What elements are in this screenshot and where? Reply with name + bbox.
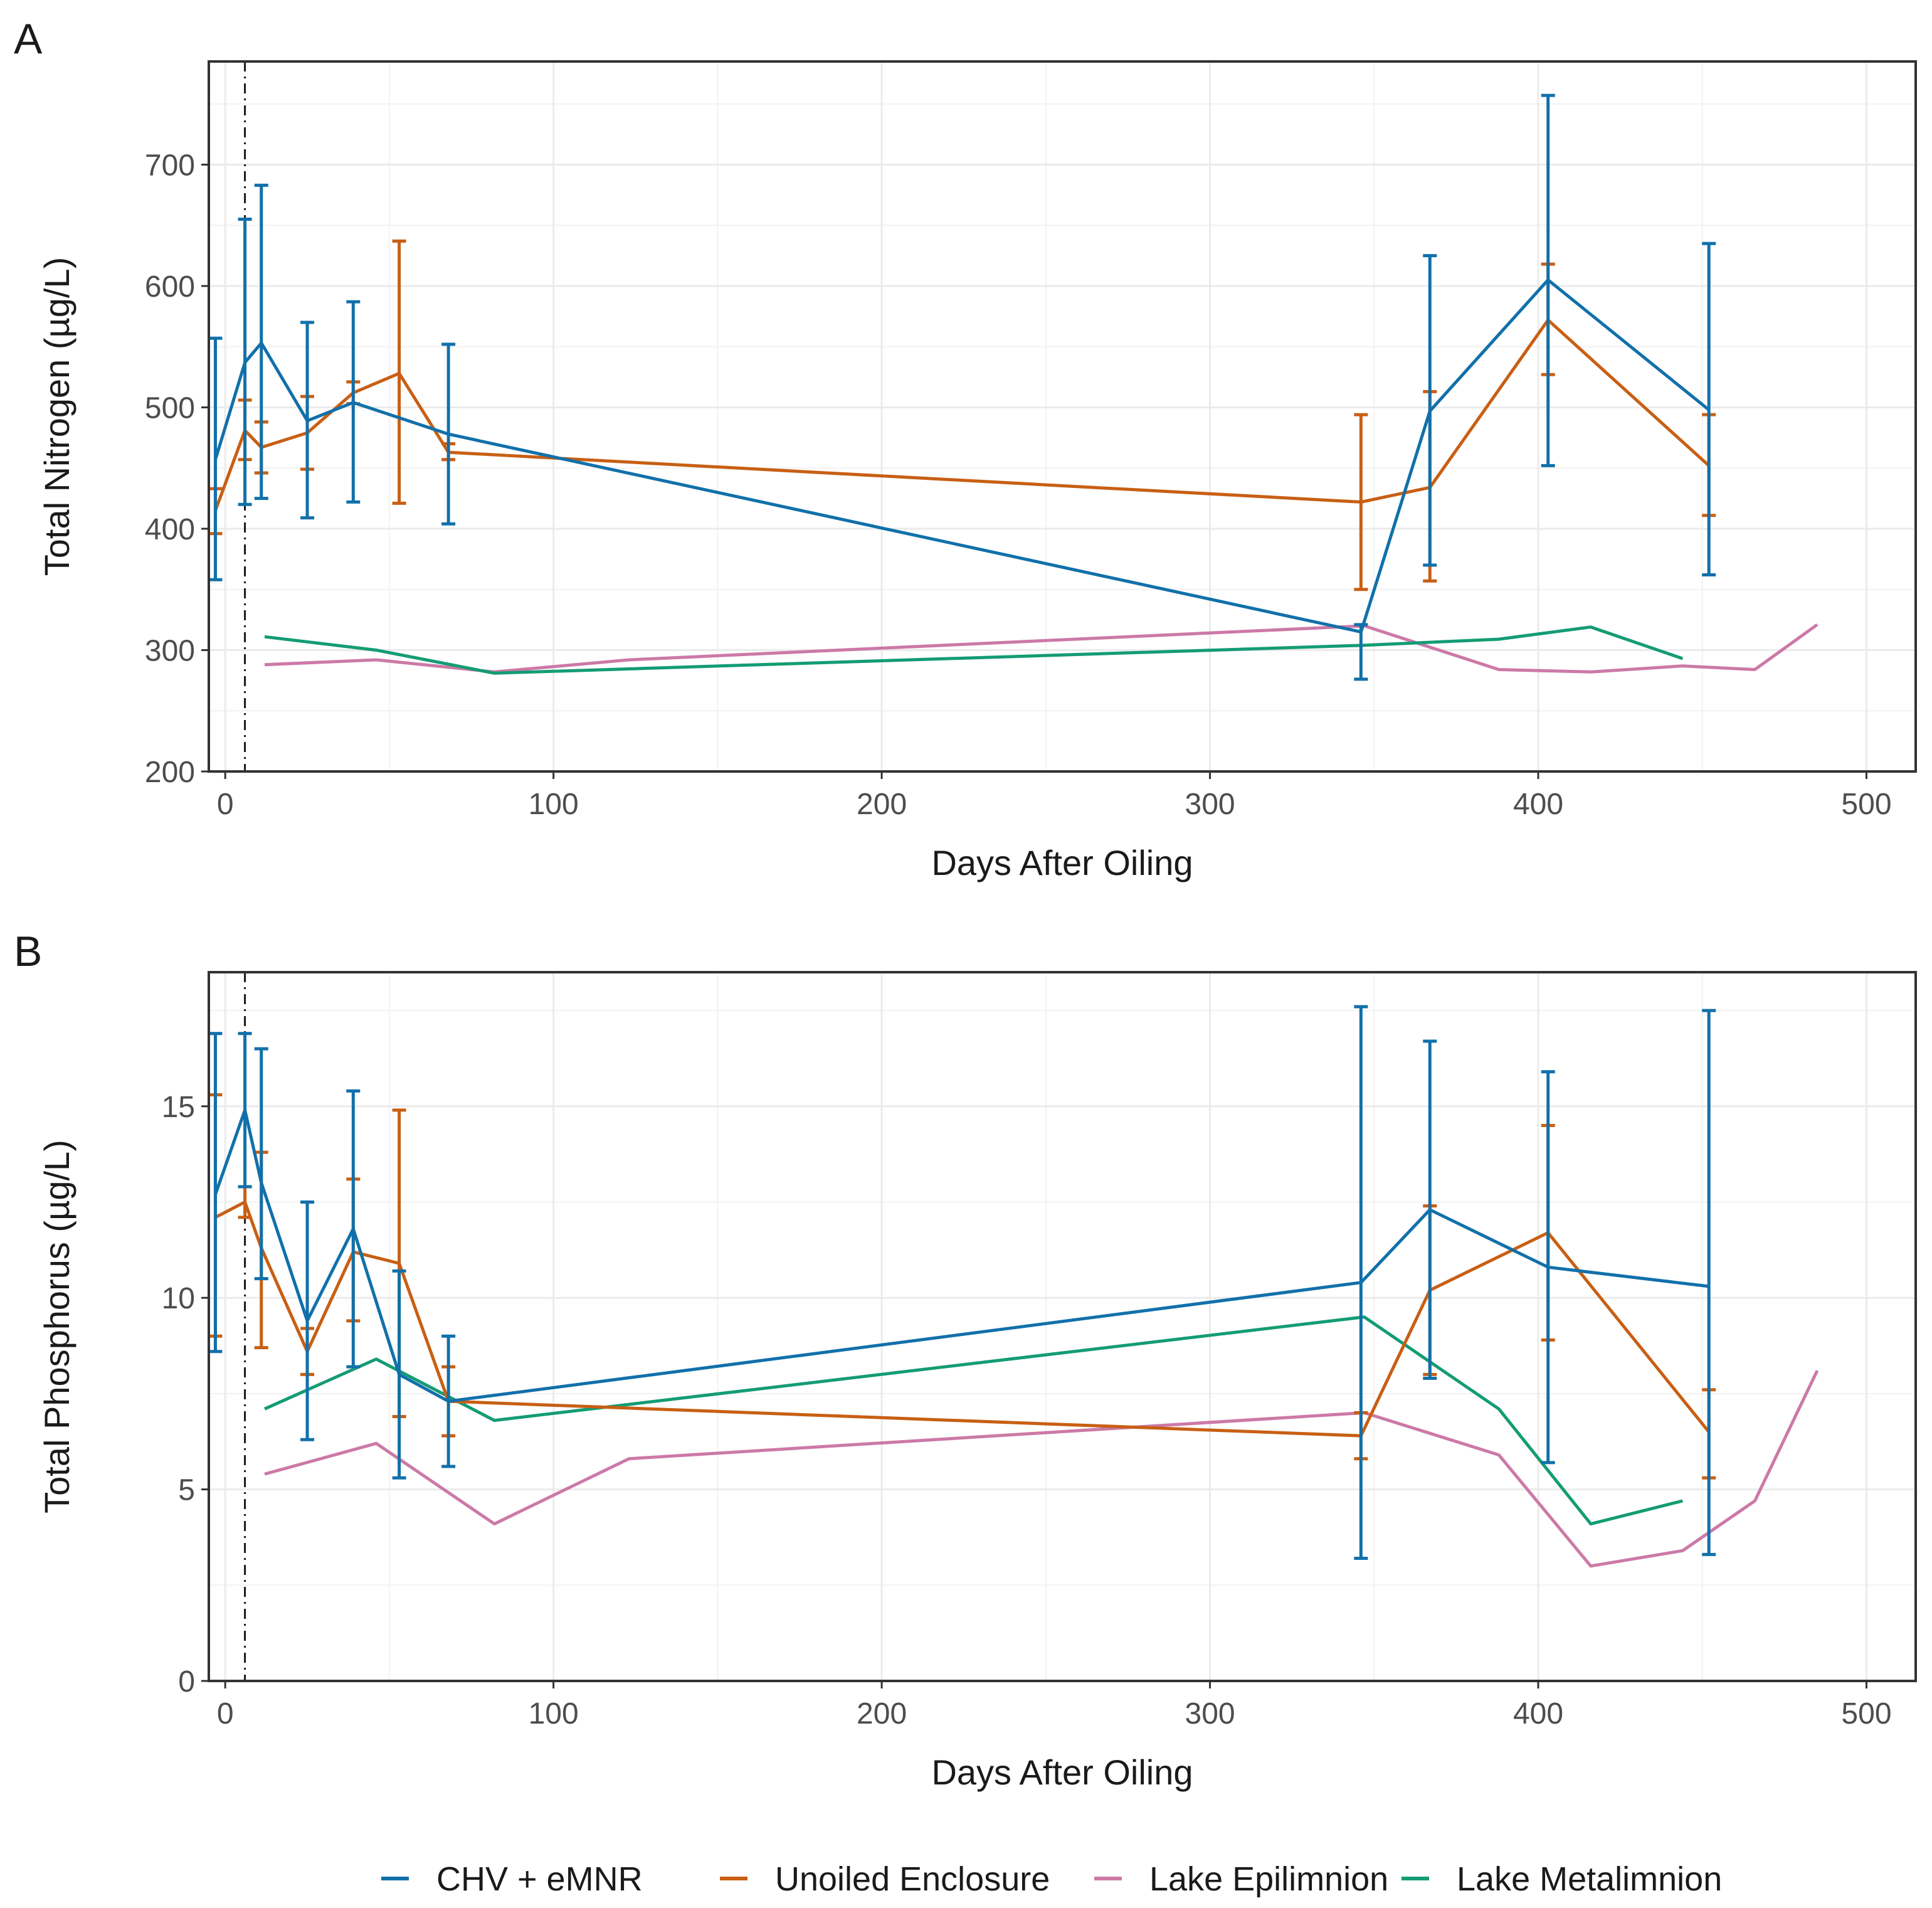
x-tick-label: 100 [529, 1697, 579, 1730]
panel-border [208, 971, 1917, 1682]
plot-area [209, 61, 1916, 771]
x-tick-label: 400 [1513, 788, 1563, 821]
x-tick-label: 400 [1513, 1697, 1563, 1730]
panel-a-nitrogen: 0 100 200 300 400 500 200 300 400 500 600 700 Days A… [14, 15, 1917, 882]
x-tick-label: 200 [857, 1697, 907, 1730]
series-line-epi [264, 1370, 1819, 1568]
y-tick-label: 600 [145, 270, 195, 304]
series-line-chv [214, 278, 1710, 633]
y-tick-label: 200 [145, 756, 195, 789]
series-meta [263, 1315, 1683, 1526]
panel-label: B [14, 928, 42, 975]
panel-label: A [14, 15, 43, 63]
y-tick-label: 0 [178, 1665, 195, 1699]
y-tick-label: 400 [145, 513, 195, 546]
series-line-meta [264, 625, 1684, 675]
x-tick-label: 300 [1185, 788, 1235, 821]
x-tick-label: 0 [217, 1697, 234, 1730]
x-tick-label: 500 [1841, 788, 1891, 821]
legend: CHV + eMNR Unoiled Enclosure Lake Epilimni… [381, 1860, 1722, 1898]
series-epi [264, 623, 1819, 674]
series-chv [208, 1005, 1716, 1561]
legend-item-meta: Lake Metalimnion [1401, 1860, 1722, 1898]
y-tick-label: 500 [145, 391, 195, 425]
legend-item-chv: CHV + eMNR [381, 1860, 643, 1898]
legend-label-chv: CHV + eMNR [436, 1860, 643, 1898]
y-axis-title: Total Nitrogen (µg/L) [37, 257, 77, 576]
x-tick-label: 0 [217, 788, 234, 821]
y-tick-label: 10 [162, 1282, 195, 1315]
legend-label-meta: Lake Metalimnion [1457, 1860, 1722, 1898]
y-tick-label: 300 [145, 634, 195, 667]
legend-item-unoiled: Unoiled Enclosure [720, 1860, 1050, 1898]
panel-border [208, 60, 1917, 773]
series-line-epi [264, 623, 1819, 674]
panel-b-phosphorus: 0 100 200 300 400 500 0 5 10 15 Days After Oiling T… [14, 928, 1917, 1792]
y-tick-label: 700 [145, 149, 195, 182]
x-tick-label: 100 [529, 788, 579, 821]
series-meta [264, 625, 1684, 675]
x-axis-title: Days After Oiling [931, 843, 1193, 882]
series-chv [208, 93, 1716, 681]
series-epi [264, 1370, 1819, 1568]
plot-area [209, 972, 1916, 1681]
legend-item-epi: Lake Epilimnion [1094, 1860, 1388, 1898]
x-tick-label: 200 [857, 788, 907, 821]
legend-label-unoiled: Unoiled Enclosure [775, 1860, 1050, 1898]
x-axis-title: Days After Oiling [931, 1752, 1193, 1792]
y-tick-label: 15 [162, 1091, 195, 1124]
y-axis-title: Total Phosphorus (µg/L) [37, 1140, 77, 1513]
x-tick-label: 300 [1185, 1697, 1235, 1730]
series-line-meta [263, 1315, 1683, 1526]
x-tick-label: 500 [1841, 1697, 1891, 1730]
legend-label-epi: Lake Epilimnion [1149, 1860, 1388, 1898]
y-tick-label: 5 [178, 1474, 195, 1507]
